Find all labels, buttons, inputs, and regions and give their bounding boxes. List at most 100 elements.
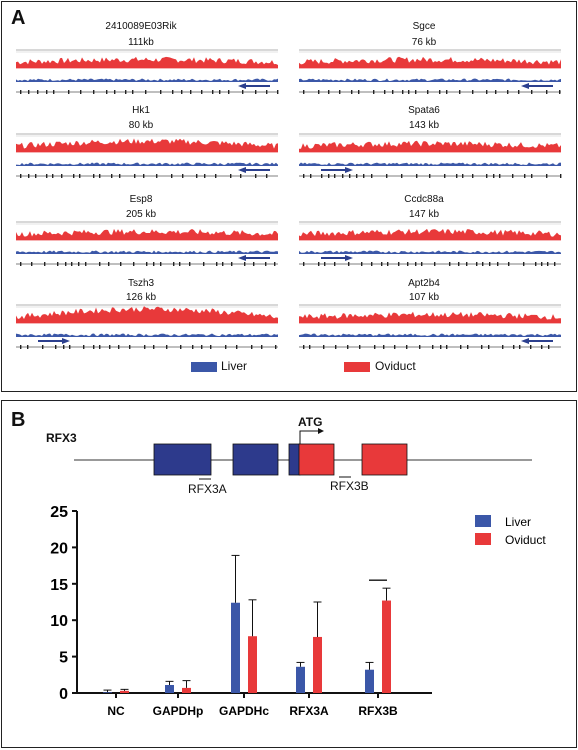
exon-tick [335, 345, 337, 349]
exon-tick [323, 345, 325, 349]
exon-tick [531, 174, 533, 178]
track-gene-2: Sgce [412, 21, 436, 32]
exon-tick [493, 174, 495, 178]
exon-1 [153, 443, 212, 476]
exon-tick [277, 90, 279, 94]
legend-label-oviduct: Oviduct [505, 533, 546, 547]
panel-a-label: A [11, 7, 26, 29]
exon-tick [42, 345, 44, 349]
exon-tick [69, 345, 71, 349]
x-tick-label: GAPDHp [153, 704, 204, 718]
exon-tick [65, 262, 67, 266]
exon-tick [255, 90, 257, 94]
bar-oviduct [382, 600, 391, 693]
exon-tick [201, 90, 203, 94]
exon-tick [201, 345, 203, 349]
exon-tick [398, 262, 400, 266]
exon-tick [230, 174, 232, 178]
panel-b-label: B [11, 409, 26, 431]
liver-coverage [16, 333, 278, 337]
exon-tick [497, 262, 499, 266]
atg-arrow [299, 430, 320, 444]
exon-tick [37, 90, 39, 94]
exon-tick [190, 90, 192, 94]
exon-tick [559, 90, 561, 94]
exon-tick [321, 174, 323, 178]
amplicon-a-label: RFX3A [188, 482, 227, 496]
exon-tick [129, 345, 131, 349]
track-gene-7: Tszh3 [127, 278, 155, 289]
exon-tick [554, 262, 556, 266]
exon-tick [46, 174, 48, 178]
exon-tick [361, 262, 363, 266]
exon-tick [466, 262, 468, 266]
exon-tick [78, 262, 80, 266]
exon-tick [85, 262, 87, 266]
liver-coverage [16, 250, 278, 254]
exon-tick [547, 262, 549, 266]
exon-tick [266, 174, 268, 178]
x-tick-label: RFX3A [289, 704, 329, 718]
y-tick-label: 20 [50, 540, 68, 557]
legend-liver-swatch [191, 362, 217, 372]
atg-arrowhead [318, 428, 324, 434]
exon-tick [446, 345, 448, 349]
exon-tick [255, 174, 257, 178]
exon-tick [347, 345, 349, 349]
exon-tick [495, 90, 497, 94]
exon-tick [222, 262, 224, 266]
exon-tick [261, 345, 263, 349]
exon-tick [57, 262, 59, 266]
bar-liver [165, 684, 174, 693]
oviduct-coverage [299, 228, 561, 240]
track-gene-1: 2410089E03Rik [105, 21, 177, 32]
x-tick-label: NC [107, 704, 125, 718]
track-size-8: 107 kb [408, 292, 440, 303]
panel-a: A 2410089E03Rik 111kb Sgce 76 kb Hk1 80 … [1, 1, 577, 392]
exon-tick [419, 345, 421, 349]
exon-tick [502, 345, 504, 349]
exon-tick [334, 262, 336, 266]
x-tick-label: GAPDHc [219, 704, 269, 718]
exon-tick [535, 262, 537, 266]
exon-tick [160, 262, 162, 266]
exon-tick [531, 90, 533, 94]
exon-tick [507, 90, 509, 94]
exon-tick [459, 90, 461, 94]
exon-tick [462, 174, 464, 178]
exon-tick [182, 174, 184, 178]
bar-oviduct [120, 690, 129, 693]
exon-tick [192, 345, 194, 349]
exon-tick [156, 174, 158, 178]
exon-tick [181, 90, 183, 94]
legend-oviduct-swatch [344, 362, 370, 372]
track-size-1: 111kb [128, 37, 154, 48]
strand-arrowhead [62, 338, 70, 344]
exon-tick [406, 345, 408, 349]
exon-tick [358, 90, 360, 94]
bar-oviduct [182, 687, 191, 693]
exon-tick [120, 262, 122, 266]
exon-tick [328, 90, 330, 94]
strand-arrowhead [521, 338, 529, 344]
exon-tick [189, 262, 191, 266]
exon-tick [134, 174, 136, 178]
y-tick-label: 5 [59, 650, 68, 667]
exon-tick [432, 345, 434, 349]
bar-oviduct [313, 636, 322, 693]
exon-4 [361, 443, 408, 476]
exon-tick [172, 90, 174, 94]
exon-tick [467, 345, 469, 349]
y-tick-label: 15 [50, 577, 68, 594]
strand-arrowhead [521, 83, 529, 89]
exon-tick [52, 174, 54, 178]
exon-tick [215, 174, 217, 178]
exon-tick [225, 345, 227, 349]
track-size-5: 205 kb [125, 209, 157, 220]
exon-tick [251, 345, 253, 349]
exon-tick [143, 174, 145, 178]
legend-label-liver: Liver [505, 515, 531, 529]
exon-tick [153, 262, 155, 266]
exon-tick [513, 345, 515, 349]
exon-tick [512, 174, 514, 178]
